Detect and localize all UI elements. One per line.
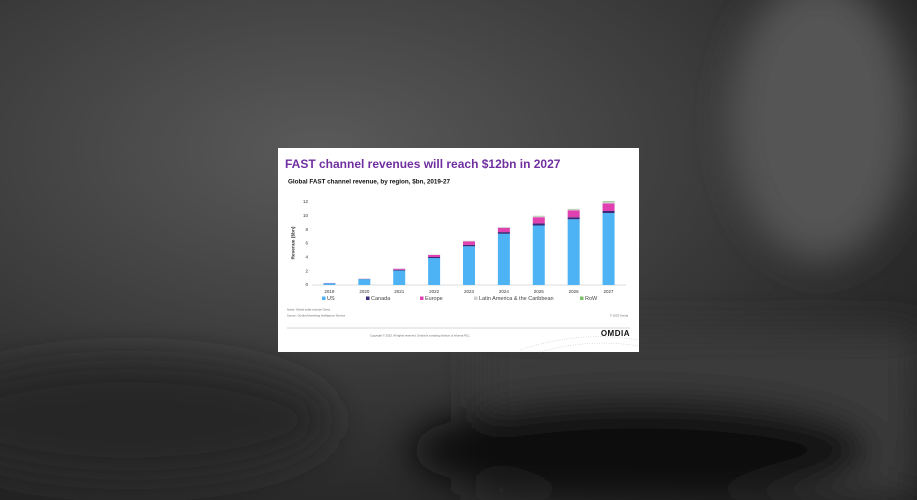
- bar-segment: [497, 226, 510, 228]
- bar-segment: [463, 246, 475, 285]
- legend-swatch: [580, 296, 584, 300]
- x-tick-label: 2022: [429, 289, 440, 294]
- logo: OMDIA: [601, 329, 630, 338]
- x-tick-label: 2021: [394, 289, 405, 294]
- bar-segment: [428, 258, 441, 285]
- bar-segment: [602, 202, 615, 204]
- slide: FAST channel revenues will reach $12bn i…: [278, 148, 639, 353]
- x-tick-label: 2024: [499, 289, 510, 294]
- bar-segment: [532, 216, 545, 218]
- bar-segment: [463, 244, 475, 247]
- legend-label: Latin America & the Caribbean: [479, 296, 554, 302]
- bar-segment: [602, 210, 615, 214]
- bar-segment: [497, 227, 510, 233]
- bar-segment: [463, 241, 475, 245]
- bar-segment: [497, 233, 510, 285]
- y-tick-label: 4: [305, 255, 308, 260]
- chart-subtitle: Global FAST channel revenue, by region, …: [288, 179, 451, 186]
- y-axis-label: Revenue ($bn): [290, 226, 296, 259]
- legend-swatch: [474, 296, 478, 300]
- bar-segment: [602, 201, 615, 202]
- x-tick-label: 2027: [604, 289, 615, 294]
- bar-segment: [428, 254, 441, 257]
- bar-segment: [463, 240, 475, 242]
- source: Source: Omdia Advertising Intelligence S…: [287, 314, 346, 318]
- y-tick-label: 0: [305, 282, 308, 287]
- x-tick-label: 2020: [359, 289, 370, 294]
- bar-segment: [567, 217, 580, 220]
- legend-label: RoW: [585, 296, 598, 302]
- y-tick-label: 8: [305, 227, 308, 232]
- legend-label: Europe: [425, 296, 443, 302]
- bar-segment: [567, 219, 580, 285]
- bar-segment: [532, 217, 545, 224]
- bar-segment: [532, 225, 545, 285]
- bar-segment: [532, 223, 545, 226]
- y-tick-label: 6: [305, 241, 308, 246]
- bar-segment: [323, 283, 336, 285]
- copyright: Copyright © 2023. All rights reserved. O…: [370, 334, 471, 338]
- legend-swatch: [322, 296, 326, 300]
- bar-segment: [393, 269, 406, 271]
- bar-segment: [358, 279, 371, 285]
- credit: © 2023 Omdia: [610, 314, 629, 318]
- x-tick-label: 2025: [534, 289, 545, 294]
- legend-swatch: [366, 296, 370, 300]
- x-tick-label: 2023: [464, 289, 475, 294]
- x-tick-label: 2019: [324, 289, 335, 294]
- y-tick-label: 2: [305, 268, 308, 273]
- x-tick-label: 2026: [569, 289, 580, 294]
- bar-segment: [428, 256, 441, 259]
- notes: Notes: Global totals exclude China: [287, 308, 330, 312]
- bar-segment: [393, 270, 406, 285]
- bar-segment: [567, 210, 580, 218]
- chart-title: FAST channel revenues will reach $12bn i…: [285, 157, 561, 171]
- decoration: [539, 342, 639, 353]
- y-tick-label: 10: [303, 213, 309, 218]
- bar-segment: [602, 213, 615, 285]
- legend-label: Canada: [371, 296, 391, 302]
- legend-swatch: [420, 296, 424, 300]
- bar-segment: [497, 232, 510, 234]
- bar-segment: [393, 268, 406, 270]
- bar-segment: [602, 203, 615, 211]
- bar-segment: [567, 209, 580, 211]
- legend-label: US: [327, 296, 335, 302]
- y-tick-label: 12: [303, 199, 309, 204]
